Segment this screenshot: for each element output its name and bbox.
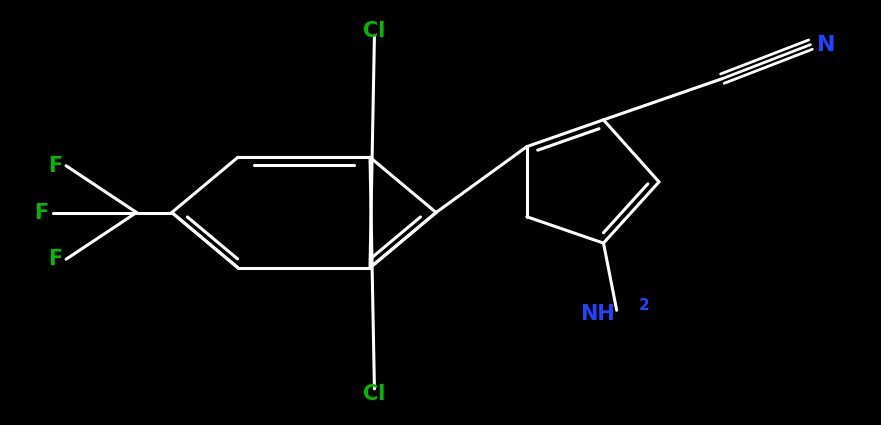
Text: 2: 2 — [639, 298, 649, 313]
Text: Cl: Cl — [363, 21, 386, 41]
Text: NH: NH — [580, 304, 615, 324]
Text: F: F — [48, 249, 62, 269]
Text: F: F — [48, 156, 62, 176]
Text: N: N — [817, 34, 835, 55]
Text: F: F — [34, 202, 48, 223]
Text: Cl: Cl — [363, 384, 386, 404]
